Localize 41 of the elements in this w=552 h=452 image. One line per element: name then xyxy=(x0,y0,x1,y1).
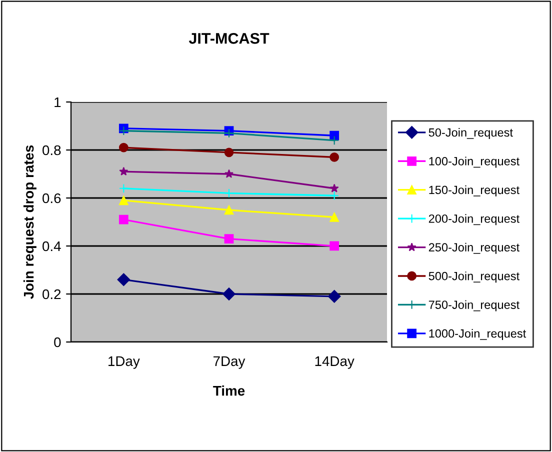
point xyxy=(330,241,340,251)
x-tick-label: 1Day xyxy=(108,356,140,369)
point xyxy=(118,214,128,224)
point xyxy=(330,130,340,140)
point xyxy=(118,142,128,152)
point xyxy=(330,136,340,146)
x-axis-title: Time xyxy=(213,386,245,396)
legend-label: 1000-Join_request xyxy=(429,328,526,340)
point xyxy=(224,128,234,138)
point xyxy=(224,169,234,178)
legend-label: 500-Join_request xyxy=(428,272,520,283)
y-tick-label: 0.4 xyxy=(42,241,61,252)
y-tick-label: 1 xyxy=(54,97,61,108)
legend-label: 50-Join_request xyxy=(428,128,513,140)
point xyxy=(330,184,339,192)
point xyxy=(330,190,340,200)
y-tick-label: 0 xyxy=(54,337,61,348)
legend-label: 750-Join_request xyxy=(428,300,520,312)
point xyxy=(224,234,234,244)
legend-label: 150-Join_request xyxy=(429,185,520,196)
point xyxy=(328,290,341,303)
y-tick-label: 0.2 xyxy=(42,289,61,300)
point xyxy=(119,166,128,176)
point xyxy=(118,184,128,194)
legend-label: 100-Join_request xyxy=(429,156,520,168)
point xyxy=(118,126,128,136)
legend-label: 200-Join_request xyxy=(428,214,520,226)
point xyxy=(330,152,340,162)
y-axis-title: Join request drop rates xyxy=(23,145,36,299)
point xyxy=(118,196,128,206)
y-tick-label: 0.6 xyxy=(42,193,61,204)
point xyxy=(222,288,236,300)
point xyxy=(330,212,340,222)
point xyxy=(224,148,234,158)
chart-title: JIT-MCAST xyxy=(188,33,270,44)
x-tick-label: 14Day xyxy=(315,356,354,369)
point xyxy=(224,205,234,215)
y-tick-label: 0.8 xyxy=(42,145,61,156)
point xyxy=(117,273,130,286)
legend-label: 250-Join_request xyxy=(428,242,520,254)
x-tick-label: 7Day xyxy=(214,356,246,369)
